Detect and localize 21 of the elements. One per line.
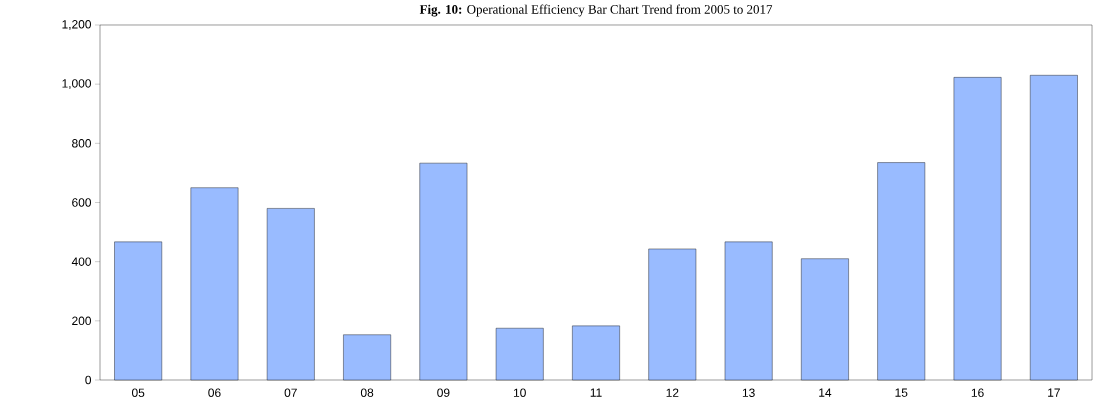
y-tick-label: 800 <box>72 139 92 148</box>
x-tick-label: 11 <box>590 388 602 397</box>
x-tick-label: 06 <box>208 388 221 397</box>
chart-title: Fig. 10: Operational Efficiency Bar Chart Trend from 2005 to 2017 <box>419 4 773 17</box>
x-tick-label: 16 <box>971 388 984 397</box>
x-tick-label: 10 <box>513 388 526 397</box>
y-tick-label: 600 <box>72 198 92 207</box>
x-tick-label: 17 <box>1048 388 1060 397</box>
x-tick-label: 13 <box>742 388 755 397</box>
y-tick-label: 200 <box>72 316 92 326</box>
x-tick-label: 09 <box>437 388 450 397</box>
y-tick-label: 1,200 <box>62 20 92 30</box>
x-tick-label: 05 <box>131 388 145 397</box>
x-tick-label: 07 <box>284 388 297 397</box>
x-tick-label: 12 <box>666 388 679 397</box>
y-tick-label: 0 <box>85 375 92 385</box>
y-tick-label: 400 <box>71 257 92 266</box>
x-tick-label: 14 <box>819 388 832 397</box>
x-tick-label: 08 <box>360 388 374 397</box>
y-tick-label: 1,000 <box>62 79 92 90</box>
x-tick-label: 15 <box>895 388 908 397</box>
